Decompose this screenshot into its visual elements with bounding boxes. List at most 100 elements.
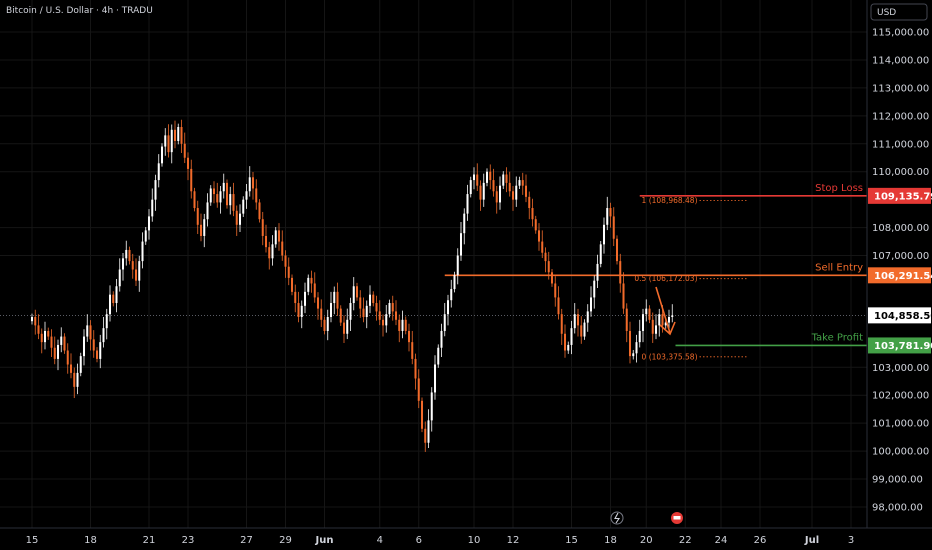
candle-body <box>459 233 463 256</box>
candle-body <box>281 241 284 256</box>
candle-body <box>173 129 177 141</box>
candle-body <box>154 180 157 200</box>
candle-body <box>199 224 203 236</box>
candle-body <box>274 230 277 245</box>
candle-body <box>258 202 261 220</box>
candle-body <box>203 219 206 236</box>
candle-body <box>232 194 235 211</box>
candle-body <box>359 297 362 309</box>
candle-body <box>164 135 167 147</box>
candle-body <box>151 199 154 217</box>
candle-body <box>138 261 141 281</box>
candle-body <box>313 283 316 298</box>
candle-body <box>586 311 589 323</box>
candle-body <box>433 364 437 393</box>
candle-body <box>531 208 534 220</box>
candle-body <box>177 127 180 141</box>
price-tick-label: 110,000.00 <box>872 167 929 178</box>
candle-body <box>121 258 125 270</box>
candle-body <box>248 177 251 192</box>
lightning-icon[interactable] <box>610 511 624 525</box>
price-tag <box>868 307 931 324</box>
time-tick-label: 18 <box>84 535 97 546</box>
candle-body <box>255 188 258 203</box>
candle-body <box>381 319 385 326</box>
candle-body <box>290 277 294 292</box>
price-tick-label: 100,000.00 <box>872 447 929 458</box>
candle-body <box>528 196 531 209</box>
price-tick-label: 113,000.00 <box>872 83 929 94</box>
candle-body <box>407 330 411 343</box>
candle-body <box>411 342 414 359</box>
time-axis-labels: 15 18 21 23 27 29 Jun 4 6 10 12 15 18 20 22 24 26 Jul 3 <box>26 535 855 546</box>
candle-body <box>180 127 183 144</box>
candle-body <box>589 297 593 312</box>
currency-button[interactable]: USD <box>870 3 928 21</box>
candle-body <box>160 146 164 164</box>
candle-body <box>355 286 359 298</box>
candle-body <box>453 275 456 290</box>
candle-body <box>329 303 333 317</box>
candle-body <box>573 314 576 329</box>
candle-body <box>284 255 287 267</box>
candle-body <box>271 244 274 259</box>
candle-body <box>128 249 131 262</box>
candle-body <box>47 330 50 337</box>
time-tick-label: 15 <box>565 535 578 546</box>
candle-body <box>437 347 440 365</box>
candle-body <box>420 400 424 429</box>
candle-body <box>641 314 645 331</box>
price-tag-label: 103,781.90 <box>874 341 932 352</box>
price-tick-label: 102,000.00 <box>872 391 929 402</box>
candle-body <box>34 317 37 326</box>
candle-body <box>238 213 242 225</box>
price-tag <box>868 267 931 284</box>
candle-body <box>385 314 388 326</box>
candle-body <box>206 202 209 220</box>
candle-body <box>489 171 492 181</box>
earnings-icon[interactable] <box>671 512 683 524</box>
level-name: Take Profit <box>811 332 864 343</box>
time-tick-label: 6 <box>416 535 422 546</box>
candle-body <box>557 297 560 315</box>
candle-body <box>609 208 612 217</box>
trade-levels: Stop Loss Sell Entry Take Profit <box>0 183 867 347</box>
candle-body <box>560 314 563 334</box>
candle-body <box>336 291 339 309</box>
candle-body <box>619 261 622 284</box>
candle-body <box>576 314 580 326</box>
candle-body <box>82 336 86 357</box>
candle-body <box>632 353 635 357</box>
candle-body <box>193 191 196 209</box>
candle-body <box>492 180 495 192</box>
candle-body <box>508 182 511 192</box>
candle-body <box>661 314 664 326</box>
candle-body <box>76 372 79 387</box>
candle-body <box>599 244 602 264</box>
candle-body <box>141 241 144 262</box>
price-tick-label: 99,000.00 <box>872 475 923 486</box>
candle-body <box>534 219 537 231</box>
candle-body <box>303 291 307 306</box>
candle-body <box>414 358 417 379</box>
time-tick-label: 15 <box>26 535 39 546</box>
candle-body <box>222 182 225 192</box>
candle-body <box>86 325 89 337</box>
candle-body <box>53 347 56 359</box>
candle-body <box>323 319 326 331</box>
candle-body <box>40 333 43 343</box>
candle-body <box>440 330 443 348</box>
candle-body <box>277 230 281 242</box>
candle-body <box>157 163 160 181</box>
candle-body <box>580 325 583 337</box>
candle-body <box>95 350 99 359</box>
candle-body <box>268 247 271 259</box>
time-tick-label: 23 <box>182 535 195 546</box>
candle-body <box>365 305 368 317</box>
currency-label: USD <box>877 8 896 18</box>
candle-body <box>102 328 105 343</box>
candle-body <box>628 330 632 357</box>
candle-body <box>229 194 232 206</box>
candle-body <box>456 255 459 276</box>
